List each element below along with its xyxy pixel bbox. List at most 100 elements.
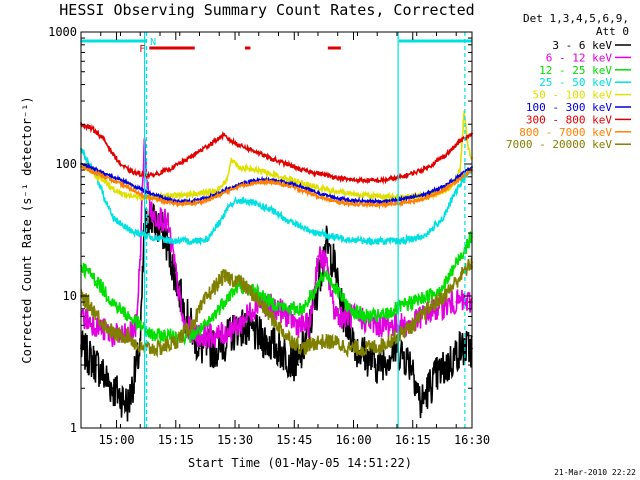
data-point xyxy=(206,238,209,240)
data-point xyxy=(285,334,288,337)
data-point xyxy=(380,344,383,347)
data-point xyxy=(103,197,106,200)
y-tick-label: 1 xyxy=(70,421,77,435)
data-point xyxy=(151,215,153,218)
data-point xyxy=(396,240,398,243)
data-point xyxy=(163,232,165,234)
data-point xyxy=(190,240,193,243)
data-point xyxy=(222,301,225,303)
data-point xyxy=(159,199,161,202)
data-point xyxy=(269,315,272,318)
data-point xyxy=(135,232,138,234)
data-point xyxy=(301,186,304,188)
data-point xyxy=(317,284,319,287)
data-point xyxy=(159,334,161,337)
data-point xyxy=(190,202,193,205)
series-8 xyxy=(80,257,473,359)
data-point xyxy=(443,295,446,297)
x-axis-label: Start Time (01-May-05 14:51:22) xyxy=(188,456,412,470)
data-point xyxy=(226,179,229,182)
data-point xyxy=(238,324,240,327)
data-point xyxy=(427,232,430,234)
data-point xyxy=(435,223,438,226)
data-point xyxy=(95,364,98,366)
data-point xyxy=(166,169,169,171)
data-point xyxy=(139,347,142,350)
data-point xyxy=(257,334,260,337)
data-point xyxy=(151,334,153,337)
data-point xyxy=(218,347,221,350)
data-point xyxy=(443,188,446,191)
data-point xyxy=(427,307,430,310)
data-point xyxy=(317,340,319,343)
data-point xyxy=(119,163,122,165)
legend-title-line-2: Att 0 xyxy=(596,25,629,38)
data-point xyxy=(459,275,462,278)
x-tick-label: 15:30 xyxy=(217,433,253,447)
legend-title-line-1: Det 1,3,4,5,6,9, xyxy=(523,12,629,25)
data-point xyxy=(324,271,327,274)
timestamp: 21-Mar-2010 22:22 xyxy=(554,468,636,477)
series-1 xyxy=(80,137,473,349)
data-point xyxy=(364,347,367,350)
data-point xyxy=(103,179,106,182)
y-tick-label: 10 xyxy=(63,289,77,303)
data-point xyxy=(396,307,398,310)
flag-label-F: F xyxy=(139,44,145,55)
data-point xyxy=(396,202,398,205)
data-point xyxy=(285,177,288,180)
data-point xyxy=(198,150,201,153)
legend-label-5: 100 - 300 keV xyxy=(526,101,612,114)
data-point xyxy=(317,192,319,195)
data-point xyxy=(95,172,98,175)
data-point xyxy=(332,236,335,238)
data-point xyxy=(230,202,232,205)
data-point xyxy=(297,324,300,327)
data-point xyxy=(396,324,398,327)
data-point xyxy=(198,347,201,350)
data-point xyxy=(269,301,272,303)
series-line xyxy=(80,257,473,359)
data-point xyxy=(182,307,185,310)
data-point xyxy=(222,134,225,137)
x-tick-label: 15:15 xyxy=(158,433,194,447)
data-point xyxy=(317,255,319,258)
series-line xyxy=(80,162,473,206)
data-point xyxy=(396,196,398,199)
data-point xyxy=(206,324,209,327)
data-point xyxy=(324,242,327,245)
data-point xyxy=(127,315,130,318)
data-point xyxy=(218,334,221,337)
data-point xyxy=(285,184,288,187)
data-point xyxy=(91,307,94,310)
data-point xyxy=(301,169,304,171)
data-point xyxy=(253,202,256,205)
data-point xyxy=(253,295,256,297)
data-point xyxy=(427,387,430,390)
data-point xyxy=(269,181,272,183)
data-point xyxy=(115,334,118,337)
data-point xyxy=(451,197,454,200)
data-point xyxy=(451,148,454,150)
data-point xyxy=(411,172,414,175)
data-point xyxy=(139,324,142,327)
data-point xyxy=(459,139,462,142)
data-point xyxy=(151,174,153,177)
data-point xyxy=(411,324,414,327)
data-point xyxy=(111,152,114,155)
data-point xyxy=(376,324,379,327)
data-point xyxy=(459,255,462,258)
data-point xyxy=(332,340,335,343)
data-point xyxy=(190,334,193,337)
data-point xyxy=(159,215,161,218)
data-point xyxy=(380,203,383,206)
data-point xyxy=(198,192,201,195)
data-point xyxy=(190,200,193,203)
data-point xyxy=(443,155,446,157)
data-point xyxy=(214,139,217,142)
y-tick-label: 100 xyxy=(55,157,77,171)
legend-label-3: 25 - 50 keV xyxy=(539,76,612,89)
data-point xyxy=(348,307,351,310)
